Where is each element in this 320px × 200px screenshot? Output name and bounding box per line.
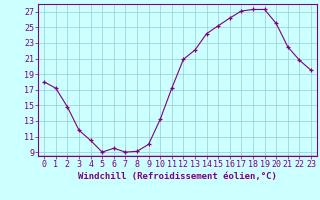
X-axis label: Windchill (Refroidissement éolien,°C): Windchill (Refroidissement éolien,°C) [78,172,277,181]
